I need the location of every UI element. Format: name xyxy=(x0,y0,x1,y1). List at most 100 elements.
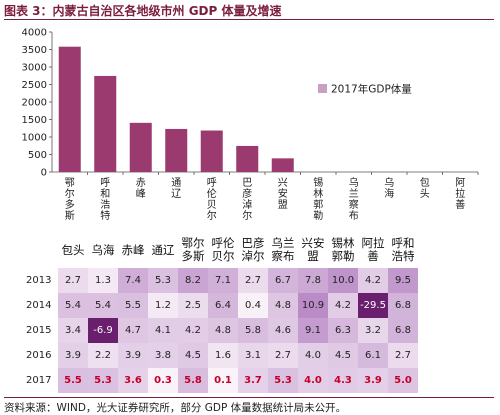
table-row: 2016 3.9 2.2 3.9 3.8 4.5 1.6 3.1 2.7 4.0 4.5 6.1 2.7 xyxy=(24,343,418,368)
x-tick-label: 乌海 xyxy=(384,176,394,200)
column-header: 呼和 浩特 xyxy=(391,236,415,263)
growth-cell: 3.9 xyxy=(118,343,148,368)
growth-cell: 0.1 xyxy=(208,368,238,393)
x-tick-label: 呼和浩特 xyxy=(100,177,110,222)
growth-cell: 7.4 xyxy=(118,268,148,293)
column-header: 阿拉善 xyxy=(361,236,385,263)
growth-cell: 5.8 xyxy=(178,368,208,393)
y-tick-label: 0 xyxy=(41,168,47,179)
growth-cell: 5.5 xyxy=(118,293,148,318)
growth-cell: 2.2 xyxy=(88,343,118,368)
source-note: 资料来源：WIND，光大证券研究所，部分 GDP 体量数据统计局未公开。 xyxy=(4,402,347,414)
x-tick-label: 包头 xyxy=(420,176,430,200)
growth-cell: 0.4 xyxy=(238,293,268,318)
year-label: 2015 xyxy=(26,325,52,336)
growth-table-wrap: 包头 乌海 赤峰 通辽 鄂尔 多斯 呼伦 贝尔 巴彦 淖尔 乌兰 察布 兴安盟锡林 郭勒 阿拉善呼和 浩特 20… xyxy=(0,232,500,398)
growth-cell: 6.1 xyxy=(358,343,388,368)
growth-cell: 4.3 xyxy=(328,368,358,393)
growth-table: 包头 乌海 赤峰 通辽 鄂尔 多斯 呼伦 贝尔 巴彦 淖尔 乌兰 察布 兴安盟锡林 郭勒 阿拉善呼和 浩特 20… xyxy=(24,232,418,393)
year-label: 2013 xyxy=(26,275,52,286)
year-label: 2017 xyxy=(26,375,52,386)
y-tick-label: 4000 xyxy=(22,28,47,39)
growth-cell: 2.7 xyxy=(268,343,298,368)
x-tick-label: 锡林郭勒 xyxy=(313,176,323,222)
bar xyxy=(165,128,188,172)
table-row: 2015 3.4 -6.9 4.7 4.1 4.2 4.8 5.8 4.6 9.1 6.3 3.2 6.… xyxy=(24,318,418,343)
bar-chart: 0 500 1000 1500 2000 2500 3000 3500 4000 鄂尔多斯 呼和浩特… xyxy=(22,28,479,222)
x-tick-label: 乌兰察布 xyxy=(349,176,359,222)
growth-cell: 0.3 xyxy=(148,368,178,393)
growth-cell: 4.7 xyxy=(118,318,148,343)
title-bar: 图表 3：内蒙古自治区各地级市州 GDP 体量及增速 xyxy=(0,0,500,20)
bar xyxy=(94,75,117,172)
y-tick-label: 500 xyxy=(28,150,47,161)
growth-cell: 4.5 xyxy=(178,343,208,368)
x-tick-label: 呼伦贝尔 xyxy=(207,177,217,222)
x-tick-label: 阿拉善 xyxy=(455,177,465,211)
growth-cell: 6.8 xyxy=(388,318,418,343)
growth-cell: 4.0 xyxy=(298,343,328,368)
table-corner xyxy=(24,232,58,268)
growth-cell: 4.2 xyxy=(358,268,388,293)
growth-cell: 5.0 xyxy=(388,368,418,393)
growth-cell: 4.0 xyxy=(298,368,328,393)
growth-cell: 3.9 xyxy=(58,343,88,368)
growth-cell: 5.3 xyxy=(268,368,298,393)
bar xyxy=(58,46,81,173)
growth-cell: 4.5 xyxy=(328,343,358,368)
growth-cell: 4.2 xyxy=(178,318,208,343)
growth-cell: 9.1 xyxy=(298,318,328,343)
growth-cell: 5.3 xyxy=(148,268,178,293)
y-tick-label: 1500 xyxy=(22,115,47,126)
growth-cell: 2.7 xyxy=(388,343,418,368)
growth-cell: 4.1 xyxy=(148,318,178,343)
table-row: 2013 2.7 1.3 7.4 5.3 8.2 7.1 2.7 6.7 7.8 10.0 4.2 9.… xyxy=(24,268,418,293)
x-tick-label: 赤峰 xyxy=(136,177,146,200)
growth-cell: 10.9 xyxy=(298,293,328,318)
growth-cell: 5.3 xyxy=(88,368,118,393)
growth-cell: 3.2 xyxy=(358,318,388,343)
growth-cell: 6.7 xyxy=(268,268,298,293)
column-header: 锡林 郭勒 xyxy=(331,236,355,263)
growth-cell: 3.4 xyxy=(58,318,88,343)
growth-cell: 5.8 xyxy=(238,318,268,343)
growth-cell: 4.2 xyxy=(328,293,358,318)
bar xyxy=(200,130,223,172)
y-tick-label: 3000 xyxy=(22,63,47,74)
growth-cell: -6.9 xyxy=(88,318,118,343)
growth-cell: 4.8 xyxy=(268,293,298,318)
figure-title: 图表 3：内蒙古自治区各地级市州 GDP 体量及增速 xyxy=(4,4,282,18)
column-header: 包头 xyxy=(61,242,85,257)
column-header: 呼伦 贝尔 xyxy=(211,236,235,263)
growth-cell: 1.2 xyxy=(148,293,178,318)
growth-cell: 1.6 xyxy=(208,343,238,368)
growth-cell: 9.5 xyxy=(388,268,418,293)
growth-cell: 6.8 xyxy=(388,293,418,318)
column-header: 鄂尔 多斯 xyxy=(181,236,205,263)
column-header: 乌海 xyxy=(91,242,115,257)
y-tick-label: 1000 xyxy=(22,133,47,144)
x-tick-label: 鄂尔多斯 xyxy=(65,177,75,222)
bar xyxy=(129,122,152,172)
growth-cell: 5.5 xyxy=(58,368,88,393)
growth-cell: 4.6 xyxy=(268,318,298,343)
x-tick-label: 巴彦淖尔 xyxy=(242,177,252,222)
growth-cell: 5.4 xyxy=(58,293,88,318)
growth-cell: -29.5 xyxy=(358,293,388,318)
legend-label: 2017年GDP体量 xyxy=(331,83,412,96)
growth-cell: 10.0 xyxy=(328,268,358,293)
year-label: 2014 xyxy=(26,300,52,311)
y-tick-label: 3500 xyxy=(22,45,47,56)
column-header: 通辽 xyxy=(151,242,175,257)
title-rule xyxy=(4,19,494,20)
growth-cell: 3.7 xyxy=(238,368,268,393)
column-header: 乌兰 察布 xyxy=(271,236,295,263)
growth-cell: 3.8 xyxy=(148,343,178,368)
growth-cell: 3.1 xyxy=(238,343,268,368)
year-label: 2016 xyxy=(26,350,52,361)
growth-cell: 4.8 xyxy=(208,318,238,343)
legend-swatch xyxy=(318,84,327,93)
table-header-row: 包头 乌海 赤峰 通辽 鄂尔 多斯 呼伦 贝尔 巴彦 淖尔 乌兰 察布 兴安盟锡林 郭勒 阿拉善呼和 浩特 xyxy=(24,232,418,268)
table-row: 2017 5.5 5.3 3.6 0.3 5.8 0.1 3.7 5.3 4.0 4.3 3.9 5.0 xyxy=(24,368,418,393)
x-tick-label: 兴安盟 xyxy=(278,177,288,211)
